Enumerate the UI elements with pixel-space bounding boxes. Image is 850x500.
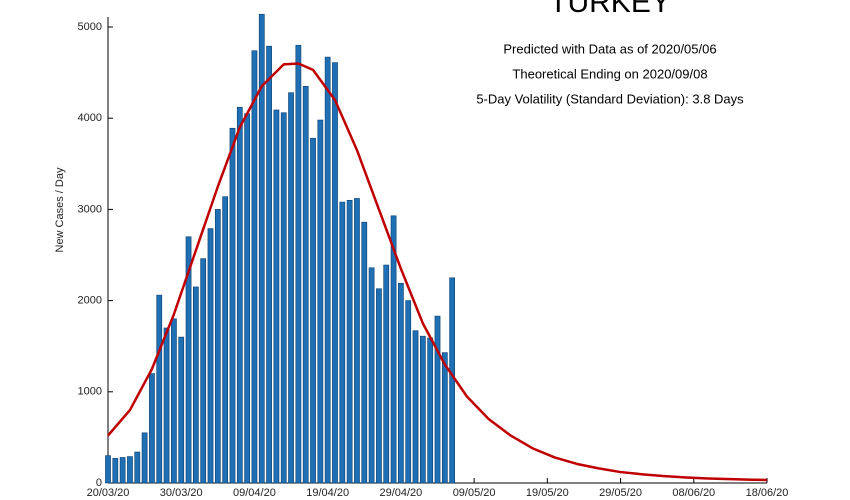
x-tick-label: 09/04/20 (233, 487, 276, 499)
fit-curve (107, 62, 768, 482)
annotation: 5-Day Volatility (Standard Deviation): 3… (476, 91, 744, 106)
bar (288, 92, 294, 484)
bar (266, 45, 272, 484)
x-tick-label: 09/05/20 (453, 487, 496, 499)
bar (119, 457, 126, 484)
bar (441, 352, 448, 484)
bar (434, 315, 441, 484)
bar (163, 327, 170, 484)
y-tick-label: 2000 (78, 295, 102, 307)
bar (251, 50, 258, 484)
bar (244, 113, 250, 484)
bar (193, 286, 199, 484)
bar (324, 56, 331, 484)
y-tick-label: 1000 (78, 386, 102, 398)
bar (141, 432, 148, 484)
bar (222, 196, 229, 484)
bar (185, 236, 192, 484)
bar (156, 294, 163, 484)
bar (207, 228, 214, 484)
y-tick-label: 3000 (78, 203, 102, 215)
x-tick-label: 08/06/20 (672, 487, 715, 499)
y-tick-label: 5000 (78, 21, 102, 33)
bar (419, 335, 426, 484)
x-tick-label: 19/05/20 (526, 487, 569, 499)
bar (302, 85, 309, 484)
bar (332, 62, 338, 484)
x-tick-label: 20/03/20 (87, 487, 130, 499)
bar (229, 127, 236, 484)
x-tick-label: 18/06/20 (746, 487, 789, 499)
x-tick-label: 19/04/20 (306, 487, 349, 499)
bar (149, 373, 155, 484)
annotation: Theoretical Ending on 2020/09/08 (512, 66, 707, 81)
y-tick-label: 0 (96, 477, 102, 489)
bar (178, 336, 185, 484)
bar (383, 264, 390, 484)
bar (405, 300, 412, 484)
bar (236, 106, 243, 484)
bar (449, 277, 456, 484)
x-tick-label: 29/04/20 (379, 487, 422, 499)
bar (317, 119, 324, 484)
bar (354, 198, 360, 484)
bar (295, 44, 302, 484)
bar (280, 112, 287, 484)
chart-title: TURKEY (549, 0, 671, 19)
bar (339, 201, 346, 484)
bar (390, 215, 397, 484)
bar (346, 199, 353, 484)
y-axis-label: New Cases / Day (54, 167, 66, 252)
bar (200, 258, 207, 484)
bar (258, 13, 265, 484)
y-tick-label: 4000 (78, 112, 102, 124)
bar (105, 455, 111, 484)
bar (310, 137, 316, 484)
annotation: Predicted with Data as of 2020/05/06 (503, 41, 716, 56)
bar (127, 456, 133, 484)
x-tick-label: 29/05/20 (599, 487, 642, 499)
bar (427, 337, 434, 484)
bar (134, 451, 141, 484)
x-tick-label: 30/03/20 (160, 487, 203, 499)
bar (398, 282, 404, 484)
bar (214, 209, 221, 484)
bar (368, 267, 375, 484)
bar (171, 318, 177, 484)
bar (112, 458, 119, 484)
bar (376, 288, 382, 484)
bar (412, 330, 419, 484)
bar (361, 221, 368, 484)
bar (273, 109, 280, 484)
